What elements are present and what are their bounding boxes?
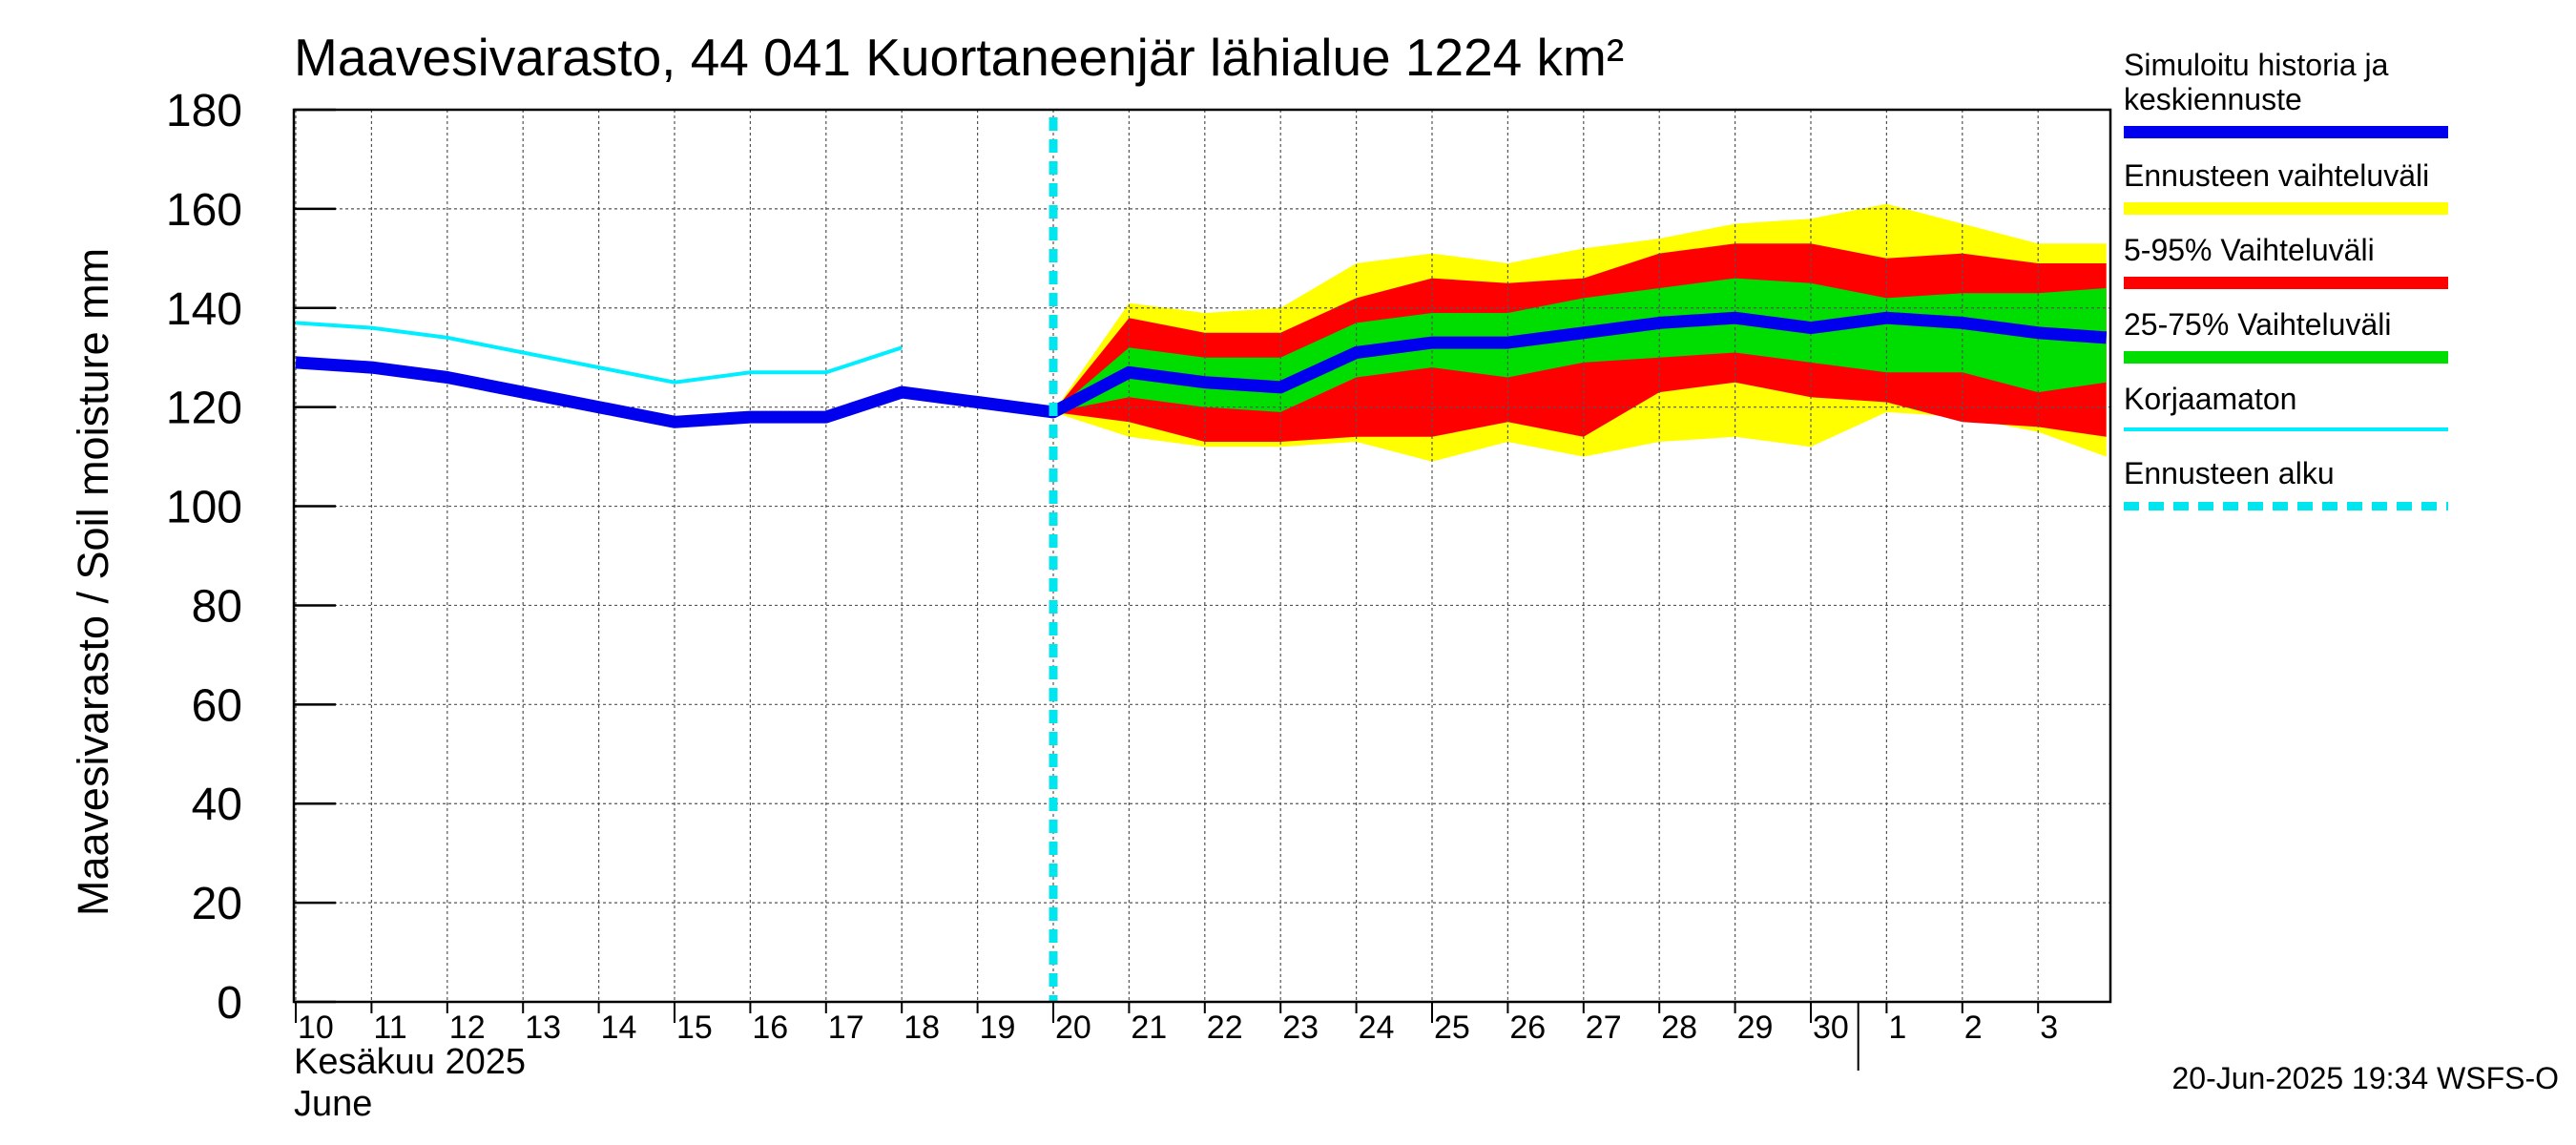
x-tick-label: 16 [752, 1010, 788, 1046]
x-tick-label: 22 [1207, 1010, 1243, 1046]
plot-frame [292, 108, 2112, 1004]
series-history [295, 311, 2108, 428]
x-tick-label: 26 [1509, 1010, 1546, 1046]
legend-swatch [2124, 202, 2448, 215]
legend-label: Ennusteen alku [2124, 456, 2335, 490]
x-tick-label: 20 [1055, 1010, 1091, 1046]
x-tick-label: 29 [1737, 1010, 1774, 1046]
y-tick-label: 180 [166, 86, 242, 136]
x-tick-label: 3 [2040, 1010, 2058, 1046]
y-tick-label: 100 [166, 483, 242, 533]
x-tick-label: 13 [525, 1010, 561, 1046]
legend-swatch [2124, 351, 2448, 364]
timestamp-footer: 20-Jun-2025 19:34 WSFS-O [2171, 1061, 2559, 1095]
legend-label: 25-75% Vaihteluväli [2124, 307, 2392, 342]
x-tick-label: 17 [828, 1010, 864, 1046]
series-korjaamaton [295, 321, 903, 385]
band-25-75 [1053, 278, 2107, 412]
legend-label: 5-95% Vaihteluväli [2124, 233, 2375, 267]
legend-swatch [2124, 277, 2448, 289]
y-tick-label: 40 [192, 780, 242, 830]
series-lines [295, 117, 2108, 1002]
legend-swatch [2124, 502, 2448, 510]
y-tick-label: 80 [192, 581, 242, 632]
legend-item: Korjaamaton [2124, 382, 2448, 431]
x-tick-label: 24 [1359, 1010, 1395, 1046]
y-axis-label: Maavesivarasto / Soil moisture mm [69, 247, 117, 917]
x-tick-label: 18 [904, 1010, 940, 1046]
legend-label: Ennusteen vaihteluväli [2124, 158, 2430, 193]
legend-label: Simuloitu historia ja keskiennuste [2124, 48, 2389, 116]
y-tick-label: 0 [217, 978, 242, 1029]
y-tick-label: 20 [192, 879, 242, 929]
x-tick-label: 14 [601, 1010, 637, 1046]
x-tick-label: 19 [980, 1010, 1016, 1046]
legend-swatch [2124, 427, 2448, 431]
y-tick-label: 120 [166, 384, 242, 434]
legend-item: Ennusteen alku [2124, 456, 2448, 510]
x-tick-label: 27 [1586, 1010, 1622, 1046]
x-tick-label: 15 [676, 1010, 713, 1046]
x-tick-label: 12 [449, 1010, 486, 1046]
x-tick-label: 11 [373, 1010, 406, 1046]
legend-item: 25-75% Vaihteluväli [2124, 307, 2448, 364]
legend-item: Simuloitu historia ja keskiennuste [2124, 48, 2448, 138]
y-tick-label: 140 [166, 284, 242, 335]
axes [292, 108, 2112, 1071]
y-tick-label: 160 [166, 185, 242, 236]
y-tick-label: 60 [192, 680, 242, 731]
month-label-fi: Kesäkuu 2025 [294, 1042, 526, 1082]
legend-label: Korjaamaton [2124, 382, 2297, 416]
legend-swatch [2124, 126, 2448, 138]
x-tick-label: 1 [1888, 1010, 1906, 1046]
x-tick-label: 21 [1131, 1010, 1167, 1046]
month-label-en: June [294, 1084, 373, 1124]
x-tick-label: 23 [1282, 1010, 1319, 1046]
legend-item: Ennusteen vaihteluväli [2124, 158, 2448, 215]
legend-item: 5-95% Vaihteluväli [2124, 233, 2448, 289]
chart-title: Maavesivarasto, 44 041 Kuortaneenjär läh… [294, 28, 1625, 87]
x-tick-label: 25 [1434, 1010, 1470, 1046]
x-tick-label: 2 [1964, 1010, 1983, 1046]
x-tick-label: 28 [1661, 1010, 1697, 1046]
x-tick-label: 30 [1813, 1010, 1849, 1046]
x-tick-label: 10 [298, 1010, 334, 1046]
